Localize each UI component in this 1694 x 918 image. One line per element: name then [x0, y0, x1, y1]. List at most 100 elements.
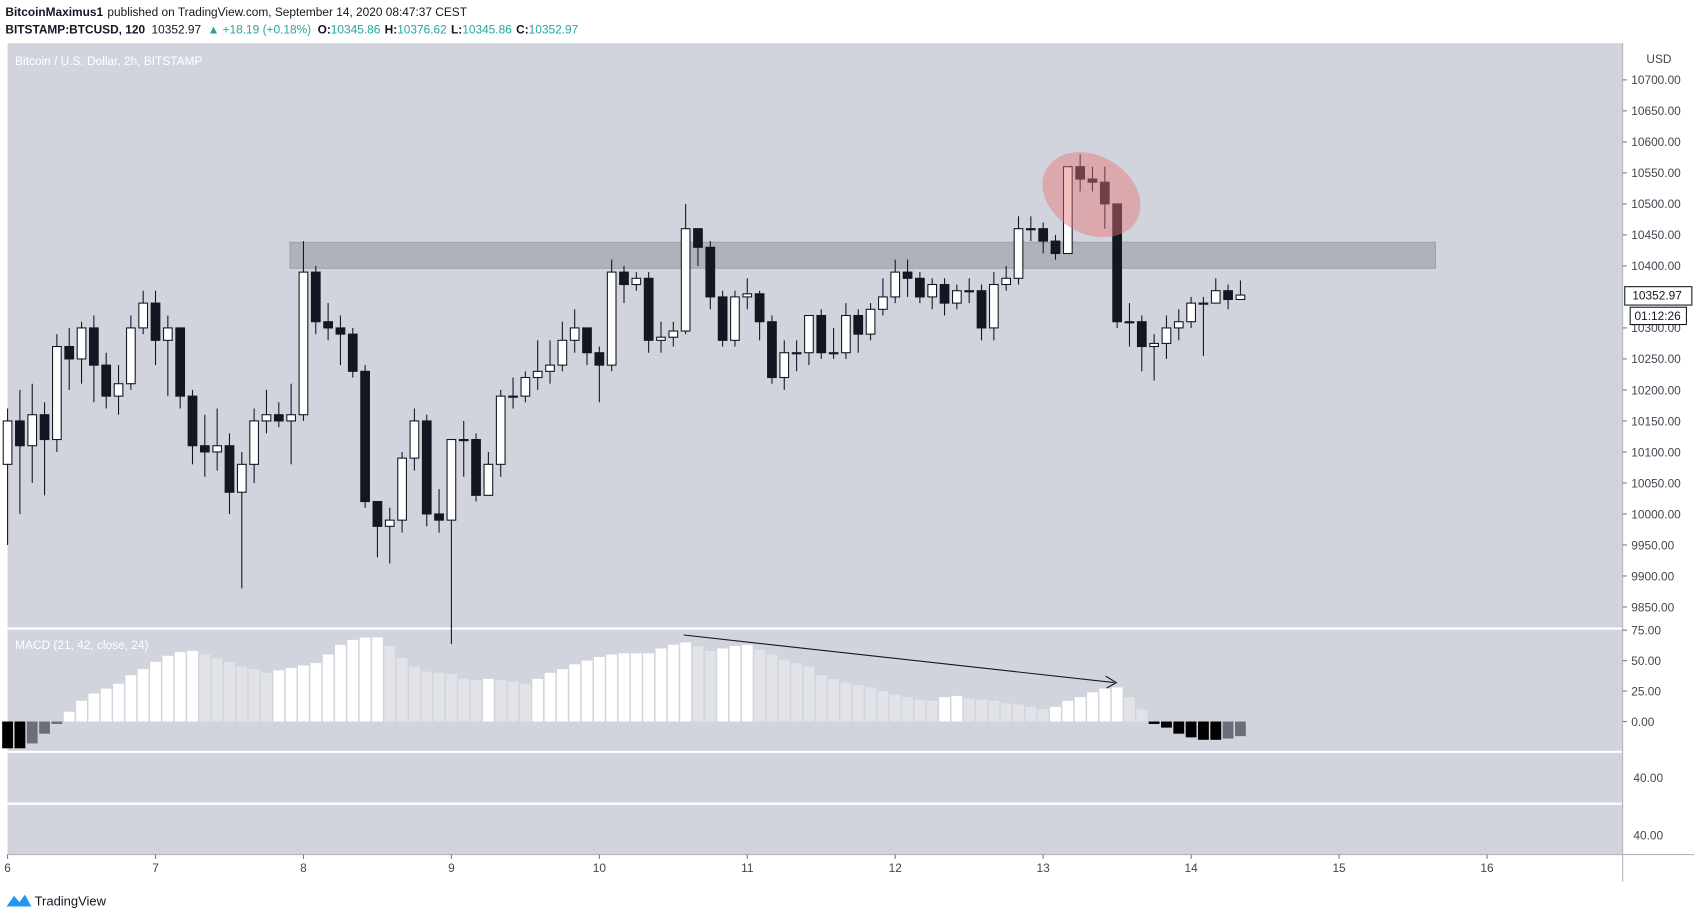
x-tick-label: 10 [593, 861, 607, 875]
macd-bar [310, 663, 322, 722]
candle-body [631, 277, 642, 286]
macd-bar [729, 646, 741, 722]
candle-body [409, 420, 420, 459]
macd-bar [926, 700, 938, 722]
macd-bar [1013, 704, 1024, 722]
macd-bar [569, 664, 581, 722]
candle-body [1161, 327, 1172, 344]
change: ▲ +18.19 (+0.18%) [208, 23, 312, 37]
macd-bar [137, 669, 149, 722]
candle-body [113, 383, 124, 397]
macd-bar [421, 671, 433, 722]
macd-bar [840, 682, 852, 722]
candle-body [927, 283, 938, 298]
x-tick-label: 6 [4, 861, 11, 875]
candle-body [1087, 178, 1098, 183]
macd-bar [495, 680, 507, 722]
candle-body [397, 457, 407, 521]
macd-bar [150, 661, 161, 722]
macd-bar [51, 721, 63, 724]
macd-bar [643, 653, 655, 722]
pane-3-label: 40.00 [1633, 771, 1663, 785]
price-pane [7, 43, 1623, 628]
y-tick-label: 9950.00 [1631, 538, 1674, 552]
macd-bar [778, 659, 790, 722]
macd-bar [248, 669, 260, 722]
y-tick-label: 9900.00 [1631, 569, 1674, 583]
last-price: 10352.97 [152, 23, 202, 37]
x-tick-label: 8 [300, 861, 307, 875]
candle-body [1050, 240, 1061, 255]
macd-bar [951, 695, 963, 722]
macd-bar [285, 667, 297, 722]
candle-body [643, 277, 654, 341]
candle-body [508, 395, 518, 398]
header-line-1: BitcoinMaximus1 published on TradingView.… [5, 5, 467, 19]
macd-bar [347, 639, 359, 722]
macd-bar [1111, 687, 1123, 722]
macd-bar [458, 678, 470, 722]
candle-body [89, 327, 99, 366]
macd-bar [322, 654, 334, 722]
candle-body [1223, 290, 1233, 301]
macd-bar [889, 694, 901, 722]
high-label: H: [385, 23, 398, 37]
macd-bar [335, 644, 346, 722]
y-tick-label: 10200.00 [1631, 383, 1681, 397]
macd-bar [976, 699, 987, 722]
macd-bar [1210, 721, 1222, 740]
countdown: 01:12:26 [1635, 309, 1682, 323]
macd-bar [618, 653, 630, 722]
candle-body [199, 445, 210, 453]
pane-4 [7, 804, 1623, 855]
candle-body [939, 283, 950, 304]
macd-bar [273, 670, 285, 722]
macd-title: MACD (21, 42, close, 24) [15, 638, 148, 652]
candle-body [816, 314, 827, 354]
candle-body [138, 302, 149, 329]
candle-body [779, 352, 790, 379]
y-tick-label: 10500.00 [1631, 197, 1681, 211]
close: 10352.97 [529, 23, 579, 37]
candle-body [520, 376, 531, 397]
macd-bar [852, 684, 864, 722]
macd-bar [199, 654, 211, 722]
x-tick-label: 9 [448, 861, 455, 875]
macd-bar [2, 721, 13, 749]
macd-bar [372, 637, 383, 722]
candle-body [841, 314, 851, 354]
unit: USD [1646, 52, 1671, 66]
macd-bar [667, 644, 679, 722]
candle-body [298, 271, 309, 416]
candle-body [1075, 166, 1086, 180]
macd-bar [187, 650, 198, 722]
candle-body [335, 327, 346, 335]
macd-bar [1136, 709, 1148, 722]
macd-bar [39, 721, 50, 734]
macd-bar [1173, 721, 1185, 734]
candle-body [273, 414, 284, 422]
macd-bar [14, 721, 26, 749]
open-label: O: [318, 23, 331, 37]
y-tick-label: 10250.00 [1631, 352, 1681, 366]
candle-body [545, 364, 555, 372]
macd-bar [1050, 706, 1061, 722]
candle-body [1173, 321, 1184, 329]
candle-body [372, 501, 383, 527]
macd-bar [1124, 697, 1135, 722]
macd-bar [507, 681, 519, 722]
candle-body [421, 420, 432, 515]
header-line-2: BITSTAMP:BTCUSD, 120 10352.97 ▲ +18.19 (+0… [5, 23, 578, 37]
macd-bar [680, 642, 692, 722]
y-tick-label: 10550.00 [1631, 166, 1681, 180]
macd-bar [865, 687, 876, 722]
x-tick-label: 15 [1332, 861, 1346, 875]
candle-body [964, 290, 975, 293]
price-label: 10352.97 [1632, 289, 1682, 303]
macd-bar [1000, 703, 1012, 722]
macd-bar [754, 649, 766, 722]
macd-bar [162, 655, 174, 722]
y-tick-label: 10050.00 [1631, 476, 1681, 490]
macd-bar [717, 648, 729, 722]
y-tick-label: 10600.00 [1631, 135, 1681, 149]
